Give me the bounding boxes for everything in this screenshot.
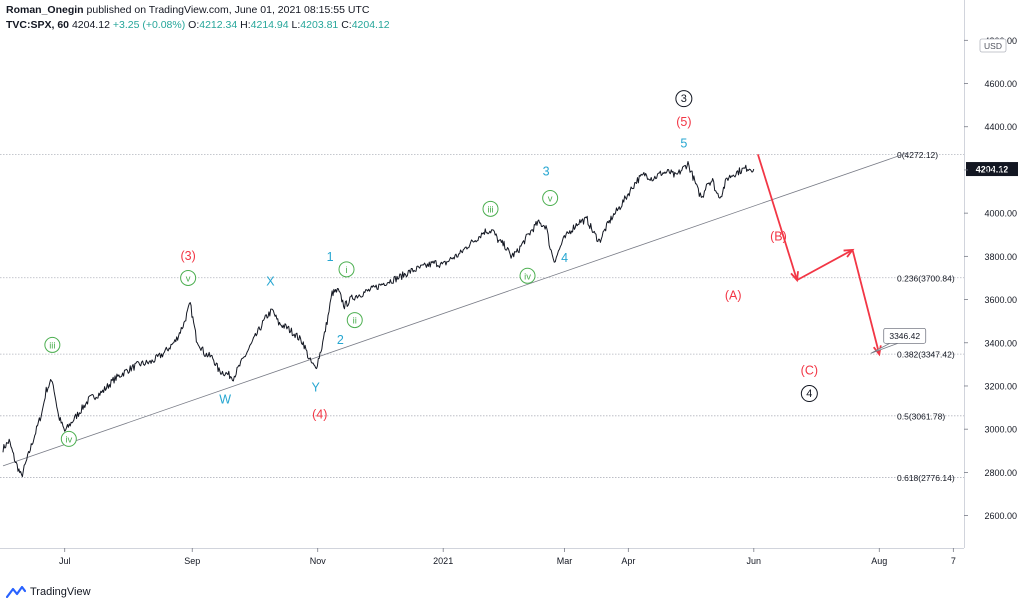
- symbol-label: TVC:SPX, 60: [6, 19, 70, 31]
- price-line: [2, 161, 755, 478]
- trendline-group: [2, 152, 909, 467]
- fib-label-0.236: 0.236(3700.84): [897, 273, 955, 283]
- wave-label-12-circle: [482, 200, 499, 217]
- wave-label-19: 3: [681, 93, 687, 105]
- fib-label-0.382: 0.382(3347.42): [897, 350, 955, 360]
- price-callout-pointer: [870, 342, 898, 354]
- high-label: H:: [240, 19, 251, 31]
- wave-label-21: (B): [770, 229, 787, 243]
- price-series: [2, 161, 755, 478]
- fib-label-0.618: 0.618(2776.14): [897, 473, 955, 483]
- y-tick-label-3: 3200.00: [984, 381, 1017, 391]
- wave-label-2: iii: [49, 341, 55, 352]
- wave-label-13: iv: [524, 271, 531, 282]
- close-label: C:: [341, 19, 352, 31]
- wave-label-18: (5): [676, 115, 691, 129]
- published-text: published on TradingView.com, June 01, 2…: [86, 4, 370, 16]
- wave-label-19-circle: [675, 90, 693, 108]
- y-tick-label-2: 3000.00: [984, 425, 1017, 435]
- current-price-tag: 4204.12: [976, 165, 1009, 175]
- wave-label-7: (4): [312, 408, 327, 422]
- low-value: 4203.81: [300, 19, 339, 31]
- axes: 4204.12 3346.42 2600.00 2800.00 3000.00 3200.…: [0, 0, 1018, 566]
- footer-brand[interactable]: TradingView: [6, 586, 91, 598]
- close-value: 4204.12: [351, 19, 390, 31]
- wave-labels: (3)viiiivWXY(4)1i2iiiiiiv3v45(5)3(A)(B)(…: [44, 90, 818, 447]
- x-tick-label-8: 7: [951, 556, 956, 566]
- wave-label-14: 3: [543, 165, 550, 179]
- wave-label-3: iv: [65, 435, 72, 446]
- y-tick-label-8: 4200.00: [984, 165, 1017, 175]
- wave-label-5: X: [266, 275, 275, 289]
- y-tick-label-5: 3600.00: [984, 295, 1017, 305]
- publisher-name[interactable]: Roman_Onegin: [6, 4, 84, 16]
- x-tick-label-6: Jun: [747, 556, 762, 566]
- wave-label-11: ii: [353, 316, 357, 327]
- wave-label-15: v: [548, 194, 553, 205]
- open-value: 4212.34: [199, 19, 238, 31]
- low-label: L:: [291, 19, 301, 31]
- forecast-path: [757, 154, 882, 357]
- wave-label-11-circle: [346, 312, 363, 329]
- wave-label-9: i: [345, 265, 347, 276]
- wave-label-15-circle: [542, 190, 559, 207]
- y-tick-label-1: 2800.00: [984, 468, 1017, 478]
- wave-label-8: 1: [327, 250, 334, 264]
- wave-label-22: (C): [801, 363, 818, 377]
- wave-label-12: iii: [487, 204, 493, 215]
- wave-label-23: 4: [806, 388, 812, 400]
- fib-label-0.5: 0.5(3061.78): [897, 411, 945, 421]
- price-change: +3.25 (+0.08%): [112, 19, 186, 31]
- wave-label-23-circle: [800, 385, 818, 403]
- forecast-segment-2: [796, 249, 853, 281]
- wave-label-6: Y: [311, 381, 320, 395]
- price-callout-box: [883, 327, 927, 344]
- x-tick-label-5: Apr: [621, 556, 635, 566]
- x-tick-label-7: Aug: [871, 556, 887, 566]
- wave-label-13-circle: [519, 267, 536, 284]
- fib-levels: 0(4272.12) 0.236(3700.84) 0.382(3347.42) 0.…: [0, 150, 964, 483]
- forecast-segment-3: [851, 249, 881, 355]
- y-tick-label-0: 2600.00: [984, 511, 1017, 521]
- price-callout-label: 3346.42: [889, 331, 920, 341]
- wave-label-10: 2: [337, 333, 344, 347]
- wave-label-4: W: [219, 392, 231, 406]
- y-tick-label-9: 4400.00: [984, 122, 1017, 132]
- chart-header: Roman_Onegin published on TradingView.co…: [6, 3, 390, 32]
- x-tick-label-4: Mar: [557, 556, 573, 566]
- y-tick-label-10: 4600.00: [984, 79, 1017, 89]
- x-tick-label-0: Jul: [59, 556, 71, 566]
- wave-label-16: 4: [561, 251, 568, 265]
- wave-label-0: (3): [180, 249, 195, 263]
- x-tick-label-2: Nov: [310, 556, 327, 566]
- trendline: [2, 152, 909, 467]
- high-value: 4214.94: [250, 19, 289, 31]
- open-label: O:: [188, 19, 200, 31]
- publish-line: Roman_Onegin published on TradingView.co…: [6, 3, 390, 17]
- y-tick-label-7: 4000.00: [984, 209, 1017, 219]
- x-tick-label-3: 2021: [433, 556, 453, 566]
- wave-label-3-circle: [60, 430, 77, 447]
- wave-label-1: v: [186, 274, 191, 285]
- wave-label-2-circle: [44, 336, 61, 353]
- wave-label-1-circle: [180, 269, 197, 286]
- brand-name: TradingView: [30, 586, 91, 598]
- currency-badge-box: [979, 38, 1007, 53]
- wave-label-17: 5: [680, 136, 687, 150]
- wave-label-20: (A): [725, 289, 742, 303]
- ohlc-line: TVC:SPX, 60 4204.12 +3.25 (+0.08%) O:421…: [6, 18, 390, 32]
- wave-label-9-circle: [338, 261, 355, 278]
- tradingview-logo-icon: [6, 586, 26, 598]
- forecast-segment-1: [757, 154, 798, 281]
- y-tick-label-4: 3400.00: [984, 338, 1017, 348]
- fib-label-0: 0(4272.12): [897, 150, 938, 160]
- y-tick-label-6: 3800.00: [984, 252, 1017, 262]
- current-price-tag-bg: [966, 162, 1018, 177]
- last-price: 4204.12: [71, 19, 110, 31]
- x-tick-label-1: Sep: [184, 556, 200, 566]
- currency-badge: USD: [984, 41, 1002, 51]
